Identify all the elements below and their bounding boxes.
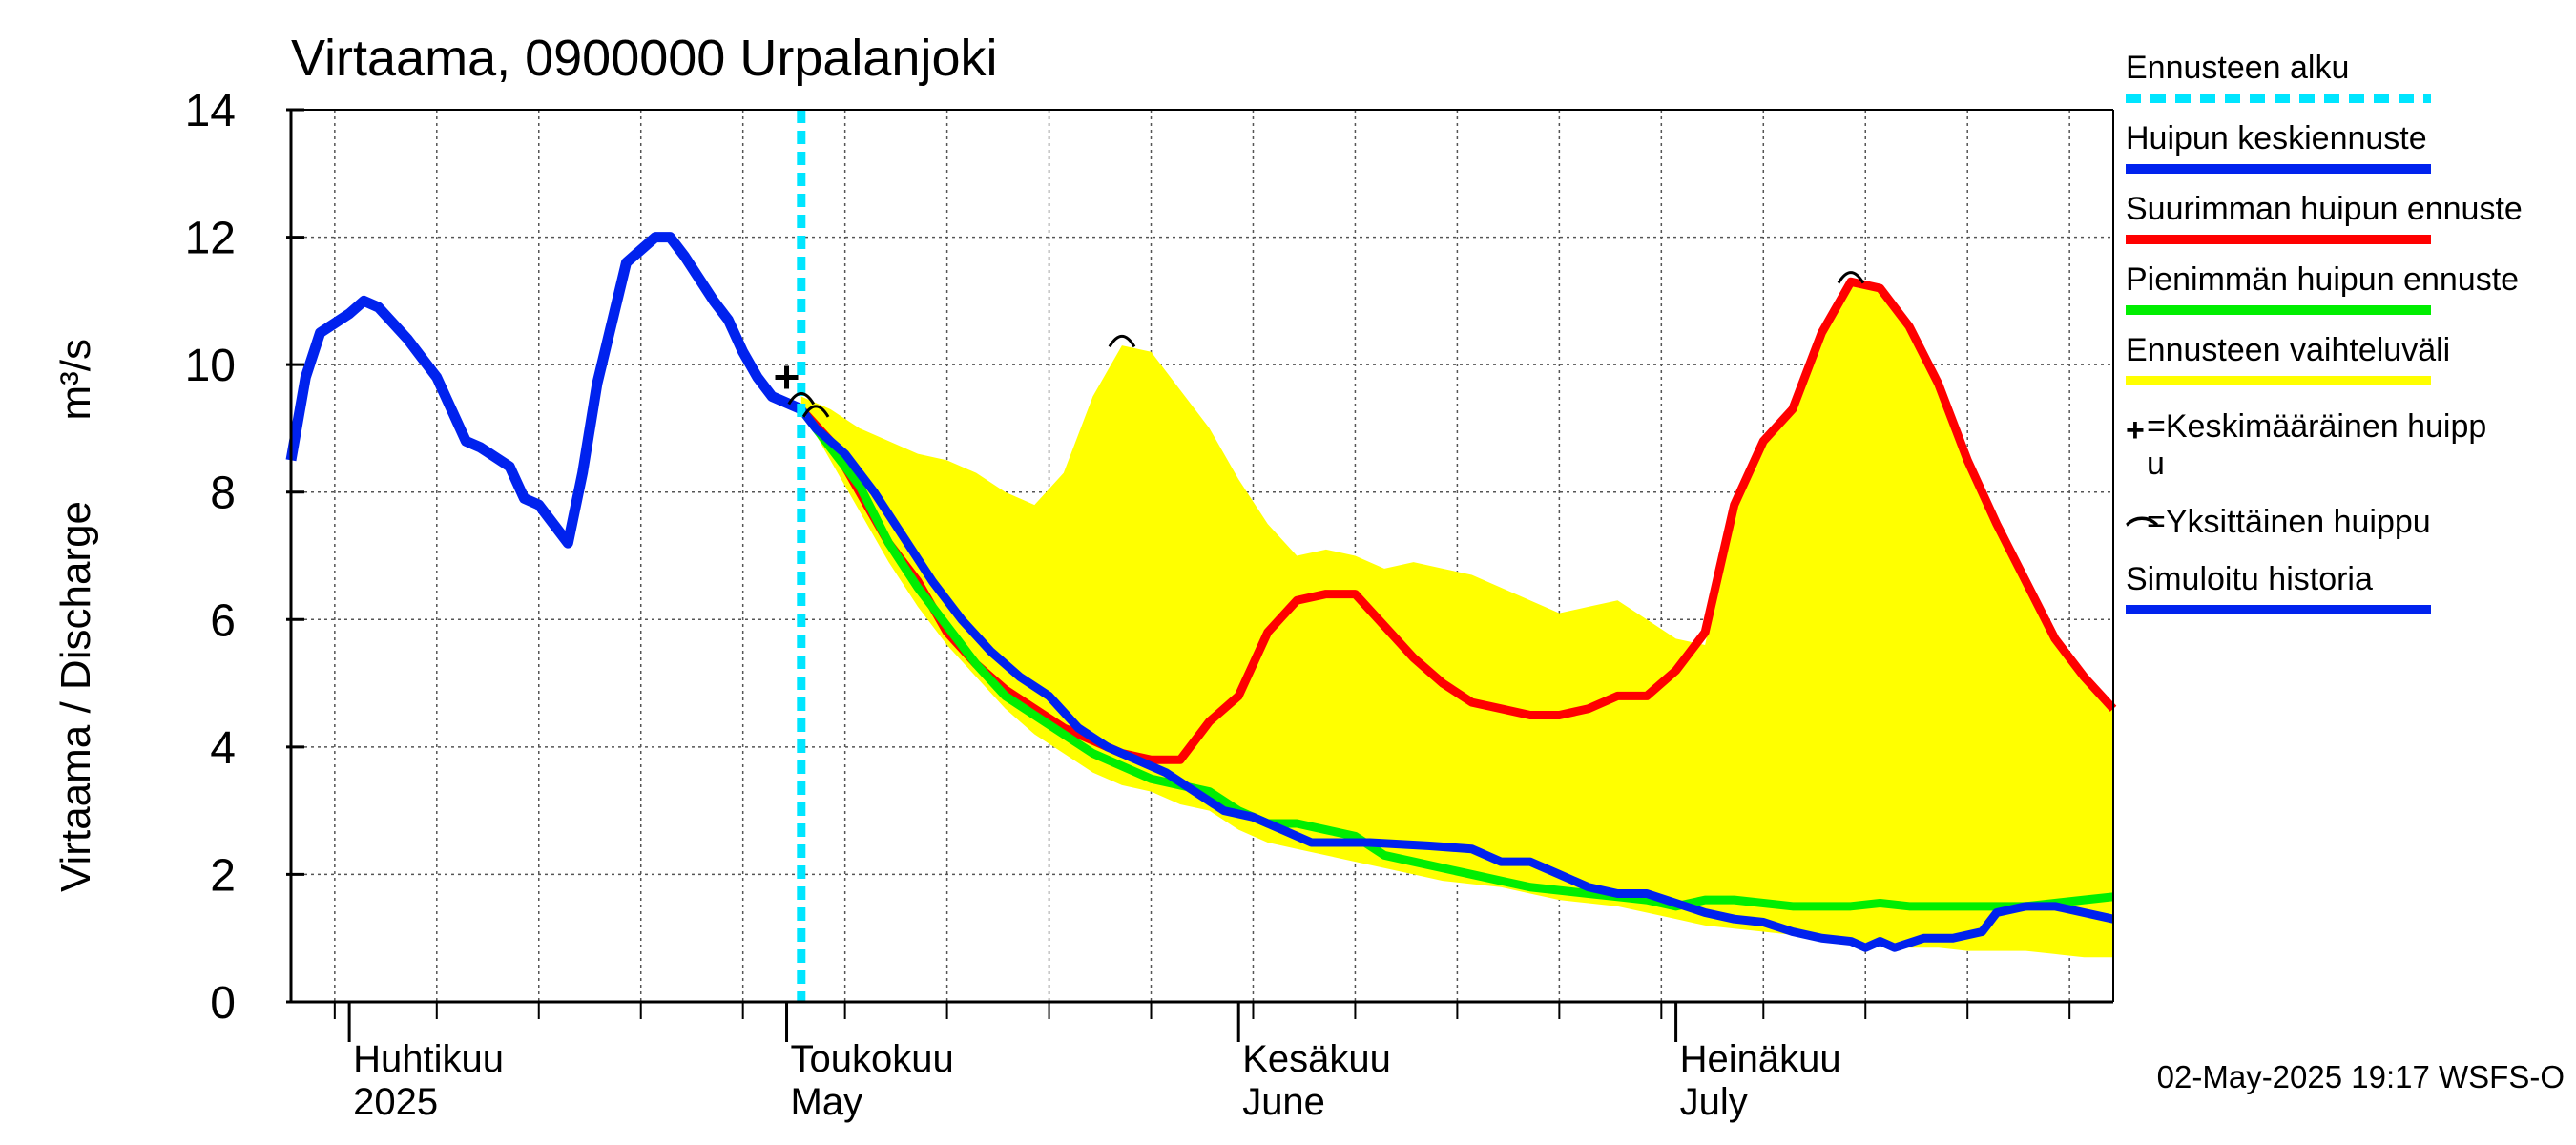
mean-peak-line bbox=[798, 406, 2114, 952]
x-month-label-fi: Heinäkuu bbox=[1680, 1038, 1841, 1080]
legend-label: Suurimman huipun ennuste bbox=[2126, 191, 2523, 227]
legend-item-mean-peak: Huipun keskiennuste bbox=[2126, 120, 2427, 157]
y-tick-label: 12 bbox=[185, 214, 236, 264]
x-month-label-en: July bbox=[1680, 1081, 1748, 1123]
min-peak-line bbox=[798, 406, 2114, 911]
legend-label: Huipun keskiennuste bbox=[2126, 120, 2427, 156]
axes bbox=[289, 109, 2114, 1004]
single-peak-arc-marker bbox=[801, 405, 830, 418]
y-tick-label: 2 bbox=[210, 850, 236, 901]
legend-label: Ennusteen vaihteluväli bbox=[2126, 332, 2451, 368]
y-tick-label: 0 bbox=[210, 978, 236, 1029]
max-peak-line bbox=[798, 277, 2117, 764]
x-month-label-en: 2025 bbox=[353, 1081, 438, 1123]
y-axis-unit: m³/s bbox=[52, 338, 99, 421]
legend-item-single-marker: =Yksittäinen huippu bbox=[2147, 504, 2431, 541]
peak-markers bbox=[775, 271, 1865, 418]
arc-icon: ⌒ bbox=[2126, 516, 2158, 552]
x-month-label-fi: Huhtikuu bbox=[353, 1038, 504, 1080]
chart-title: Virtaama, 0900000 Urpalanjoki bbox=[291, 30, 998, 87]
y-tick-label: 14 bbox=[185, 86, 236, 136]
mean-peak-plus-marker bbox=[775, 365, 799, 389]
legend-label: Ennusteen alku bbox=[2126, 50, 2350, 86]
legend-label: =Yksittäinen huippu bbox=[2147, 504, 2431, 540]
x-month-label-fi: Toukokuu bbox=[791, 1038, 954, 1080]
single-peak-arc-marker bbox=[1837, 271, 1865, 284]
y-tick-label: 4 bbox=[210, 723, 236, 774]
legend-item-mean-marker: =Keskimääräinen huipp u bbox=[2147, 408, 2486, 483]
single-peak-arc-marker bbox=[1108, 334, 1136, 348]
legend-swatch-range bbox=[2126, 376, 2431, 385]
legend-label: Pienimmän huipun ennuste bbox=[2126, 261, 2520, 298]
plus-icon: + bbox=[2126, 412, 2145, 448]
y-axis-label-text: Virtaama / Discharge bbox=[52, 500, 99, 893]
legend-swatch-max-peak bbox=[2126, 235, 2431, 244]
history-line bbox=[285, 232, 804, 549]
forecast-range-band bbox=[800, 281, 2113, 958]
legend-item-history: Simuloitu historia bbox=[2126, 561, 2373, 598]
timestamp-footer: 02-May-2025 19:17 WSFS-O bbox=[2156, 1059, 2565, 1094]
legend-item-min-peak: Pienimmän huipun ennuste bbox=[2126, 261, 2519, 299]
y-axis-label: Virtaama / Discharge m³/s bbox=[52, 224, 100, 1007]
single-peak-arc-marker bbox=[787, 392, 816, 406]
legend-swatch-forecast-start bbox=[2126, 94, 2431, 103]
legend-label: =Keskimääräinen huipp bbox=[2147, 408, 2487, 445]
legend-swatch-min-peak bbox=[2126, 305, 2431, 315]
x-month-label-fi: Kesäkuu bbox=[1242, 1038, 1391, 1080]
legend-item-range: Ennusteen vaihteluväli bbox=[2126, 332, 2450, 369]
range-band-area bbox=[800, 281, 2113, 958]
y-tick-label: 6 bbox=[210, 595, 236, 646]
legend-label-cont: u bbox=[2147, 446, 2165, 482]
x-month-label-en: June bbox=[1242, 1081, 1325, 1123]
y-tick-label: 10 bbox=[185, 341, 236, 391]
legend-item-forecast-start: Ennusteen alku bbox=[2126, 50, 2349, 87]
legend-swatch-history bbox=[2126, 605, 2431, 614]
legend-swatch-mean-peak bbox=[2126, 164, 2431, 174]
legend-label: Simuloitu historia bbox=[2126, 561, 2373, 597]
series-lines bbox=[285, 232, 2117, 952]
legend-item-max-peak: Suurimman huipun ennuste bbox=[2126, 191, 2523, 228]
x-month-label-en: May bbox=[791, 1081, 863, 1123]
y-tick-label: 8 bbox=[210, 468, 236, 519]
